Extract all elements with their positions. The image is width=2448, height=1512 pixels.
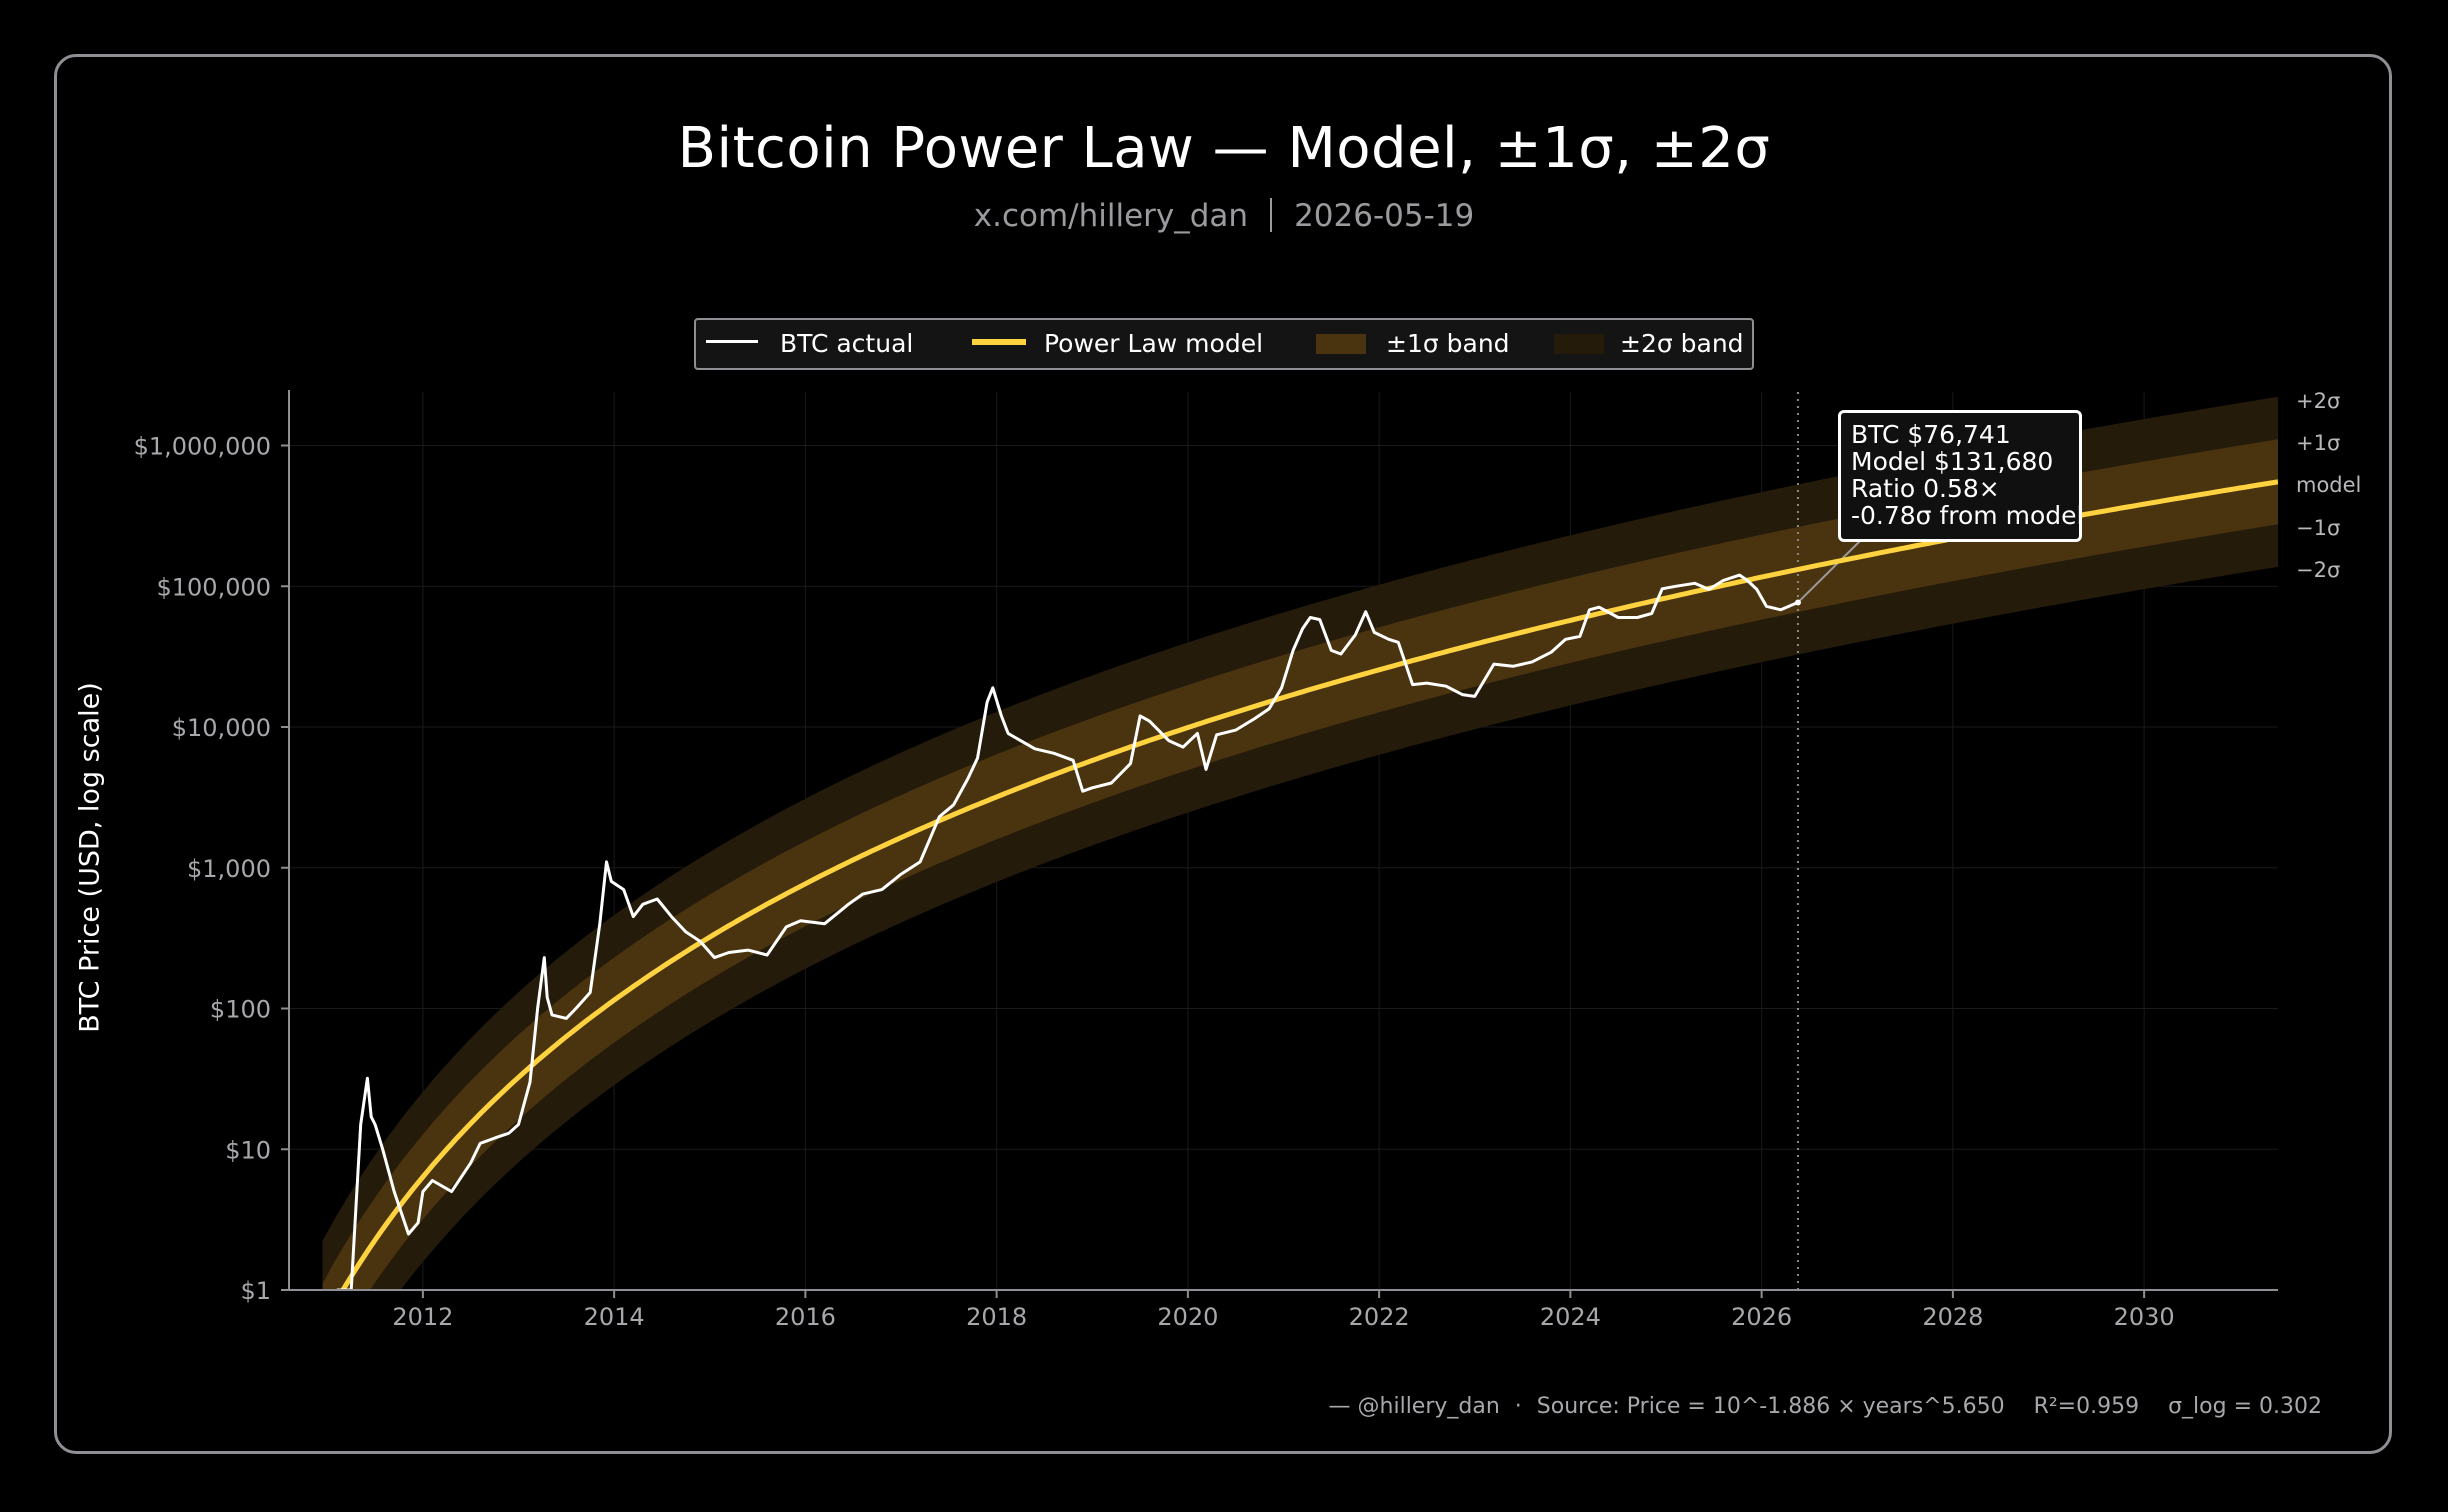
chart-subtitle: x.com/hillery_dan 2026-05-19 bbox=[0, 198, 2448, 234]
footer-r2: R²=0.959 bbox=[2033, 1394, 2140, 1419]
x-tick-label-2018: 2018 bbox=[966, 1303, 1027, 1331]
y-tick-label-1: $10 bbox=[225, 1136, 271, 1164]
x-tick-label-2016: 2016 bbox=[775, 1303, 836, 1331]
tooltip-leader bbox=[1797, 540, 1861, 604]
band-2sigma bbox=[322, 396, 2278, 1290]
legend-label-band2: ±2σ band bbox=[1620, 329, 1744, 358]
x-tick-label-2020: 2020 bbox=[1157, 1303, 1218, 1331]
x-tick-label-2012: 2012 bbox=[392, 1303, 453, 1331]
band-label-plus1: +1σ bbox=[2296, 431, 2340, 455]
y-tick-label-4: $10,000 bbox=[172, 714, 271, 742]
band-label-model: model bbox=[2296, 473, 2361, 497]
price-tooltip: BTC $76,741 Model $131,680 Ratio 0.58× -… bbox=[1838, 410, 2084, 542]
y-tick-label-0: $1 bbox=[240, 1277, 271, 1305]
legend-swatch-band1 bbox=[1316, 334, 1366, 354]
band-label-plus2: +2σ bbox=[2296, 389, 2340, 413]
band-label-minus2: −2σ bbox=[2296, 558, 2340, 582]
legend-swatch-actual bbox=[706, 340, 758, 343]
band-label-minus1: −1σ bbox=[2296, 516, 2340, 540]
subtitle-separator bbox=[1270, 198, 1273, 232]
series-actual-line bbox=[336, 573, 1799, 1290]
footer-source: Source: Price = 10^-1.886 × years^5.650 bbox=[1536, 1394, 2005, 1419]
y-tick-label-2: $100 bbox=[210, 996, 271, 1024]
legend-label-actual: BTC actual bbox=[780, 329, 914, 358]
x-tick-label-2022: 2022 bbox=[1349, 1303, 1410, 1331]
x-tick-label-2026: 2026 bbox=[1731, 1303, 1792, 1331]
tooltip-ratio: Ratio 0.58× bbox=[1851, 474, 2000, 503]
footer-credit: — @hillery_dan bbox=[1328, 1394, 1500, 1419]
x-tick-label-2024: 2024 bbox=[1540, 1303, 1601, 1331]
x-tick-label-2030: 2030 bbox=[2114, 1303, 2175, 1331]
band-labels: +2σ +1σ model −1σ −2σ bbox=[2296, 389, 2361, 582]
tooltip-sigma: -0.78σ from model bbox=[1851, 501, 2084, 530]
footer: — @hillery_dan · Source: Price = 10^-1.8… bbox=[1329, 1394, 2322, 1419]
tooltip-btc: BTC $76,741 bbox=[1851, 420, 2011, 449]
legend-swatch-band2 bbox=[1554, 334, 1604, 354]
x-tick-label-2028: 2028 bbox=[1922, 1303, 1983, 1331]
subtitle-date: 2026-05-19 bbox=[1294, 198, 1475, 234]
axes: 2012 2014 2016 2018 2020 2022 2024 2026 2028 2030… bbox=[134, 390, 2278, 1331]
y-tick-label-6: $1,000,000 bbox=[134, 433, 271, 461]
chart-card bbox=[54, 54, 2392, 1454]
sigma-bands bbox=[322, 396, 2278, 1290]
footer-sigma: σ_log = 0.302 bbox=[2168, 1394, 2322, 1419]
legend-label-model: Power Law model bbox=[1044, 329, 1264, 358]
y-tick-label-3: $1,000 bbox=[187, 855, 271, 883]
band-1sigma bbox=[322, 439, 2278, 1290]
tooltip-model: Model $131,680 bbox=[1851, 447, 2054, 476]
y-tick-label-5: $100,000 bbox=[156, 573, 271, 601]
chart-legend: BTC actual Power Law model ±1σ band ±2σ … bbox=[694, 318, 1754, 370]
chart-title: Bitcoin Power Law — Model, ±1σ, ±2σ bbox=[677, 116, 1771, 181]
x-tick-label-2014: 2014 bbox=[584, 1303, 645, 1331]
subtitle-handle: x.com/hillery_dan bbox=[973, 198, 1249, 234]
legend-label-band1: ±1σ band bbox=[1386, 329, 1510, 358]
footer-dot: · bbox=[1514, 1394, 1522, 1419]
legend-swatch-model bbox=[972, 339, 1026, 345]
